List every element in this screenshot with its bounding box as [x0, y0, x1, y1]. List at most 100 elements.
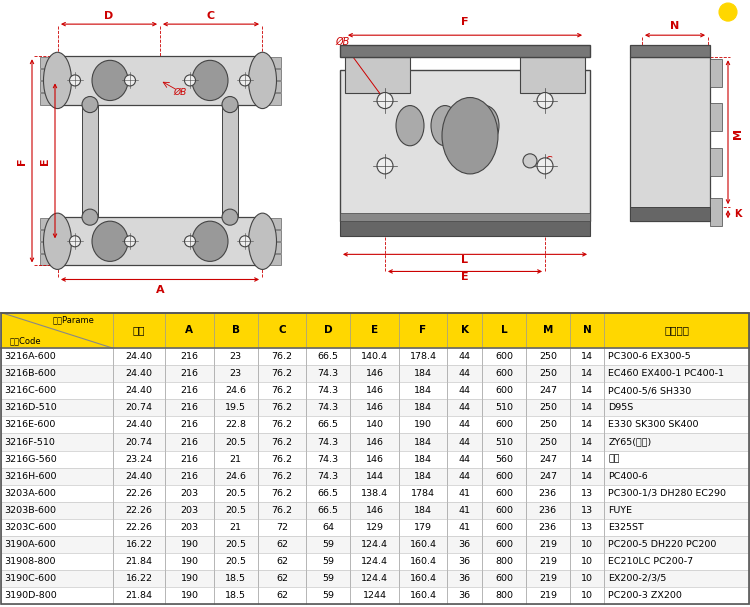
Bar	[1, 313, 749, 348]
Text: 3216B-600: 3216B-600	[4, 369, 55, 378]
Text: 76.2: 76.2	[272, 489, 292, 498]
Text: 24.40: 24.40	[126, 352, 153, 361]
Text: 3190A-600: 3190A-600	[4, 540, 55, 549]
Text: EC460 EX400-1 PC400-1: EC460 EX400-1 PC400-1	[608, 369, 724, 378]
Text: E330 SK300 SK400: E330 SK300 SK400	[608, 421, 699, 430]
Text: 74.3: 74.3	[317, 369, 339, 378]
Circle shape	[719, 3, 737, 21]
Text: 16.22: 16.22	[126, 574, 153, 583]
Circle shape	[239, 75, 250, 86]
Text: 124.4: 124.4	[361, 557, 388, 566]
Text: 600: 600	[495, 421, 513, 430]
Circle shape	[184, 75, 196, 86]
Text: 216: 216	[181, 352, 199, 361]
Text: FUYE: FUYE	[608, 506, 632, 515]
Text: 250: 250	[538, 404, 556, 412]
Text: 76.2: 76.2	[272, 369, 292, 378]
Text: 20.5: 20.5	[225, 438, 246, 447]
Text: 184: 184	[414, 404, 432, 412]
Text: 219: 219	[538, 540, 556, 549]
Bar	[82, 104, 98, 217]
Bar	[710, 59, 722, 87]
Bar	[1, 502, 749, 519]
Bar	[1, 519, 749, 536]
Text: 510: 510	[495, 404, 513, 412]
Bar	[1, 348, 749, 365]
Text: 600: 600	[495, 489, 513, 498]
Text: EX200-2/3/5: EX200-2/3/5	[608, 574, 667, 583]
Text: 62: 62	[276, 557, 288, 566]
Text: PC300-6 EX300-5: PC300-6 EX300-5	[608, 352, 692, 361]
Text: 146: 146	[365, 438, 383, 447]
Text: 138.4: 138.4	[361, 489, 388, 498]
Circle shape	[82, 209, 98, 225]
Text: 21: 21	[230, 455, 242, 464]
Text: 66.5: 66.5	[318, 506, 339, 515]
Text: 3203C-600: 3203C-600	[4, 523, 56, 532]
Text: 250: 250	[538, 421, 556, 430]
Text: 44: 44	[458, 438, 470, 447]
Text: 76.2: 76.2	[272, 421, 292, 430]
Bar	[340, 70, 590, 221]
Text: 21.84: 21.84	[126, 557, 153, 566]
Text: 219: 219	[538, 557, 556, 566]
Text: 14: 14	[581, 404, 593, 412]
Text: 184: 184	[414, 506, 432, 515]
Text: 74.3: 74.3	[317, 387, 339, 395]
Text: 146: 146	[365, 506, 383, 515]
Bar	[222, 104, 238, 217]
Text: 247: 247	[538, 472, 556, 481]
Text: 62: 62	[276, 540, 288, 549]
Text: 3216E-600: 3216E-600	[4, 421, 55, 430]
Bar	[630, 46, 710, 57]
Text: 72: 72	[276, 523, 288, 532]
Text: PC200-5 DH220 PC200: PC200-5 DH220 PC200	[608, 540, 717, 549]
Text: 3216D-510: 3216D-510	[4, 404, 57, 412]
Bar	[1, 416, 749, 433]
Text: 250: 250	[538, 352, 556, 361]
Text: 219: 219	[538, 574, 556, 583]
Text: 146: 146	[365, 387, 383, 395]
Text: 74.3: 74.3	[317, 472, 339, 481]
Text: 62: 62	[276, 574, 288, 583]
Bar	[40, 230, 58, 242]
Bar	[1, 467, 749, 484]
Bar	[710, 148, 722, 176]
Text: 236: 236	[538, 523, 557, 532]
Text: 59: 59	[322, 591, 334, 600]
Text: 20.74: 20.74	[126, 404, 153, 412]
Text: 140.4: 140.4	[361, 352, 388, 361]
Text: 600: 600	[495, 540, 513, 549]
Bar	[40, 218, 58, 229]
Bar	[262, 230, 280, 242]
Text: 236: 236	[538, 489, 557, 498]
Bar	[40, 254, 58, 265]
Text: K: K	[460, 325, 469, 336]
Text: 14: 14	[581, 352, 593, 361]
Text: 14: 14	[581, 472, 593, 481]
Bar	[630, 207, 710, 221]
Text: 41: 41	[458, 489, 470, 498]
Text: E325ST: E325ST	[608, 523, 644, 532]
Text: 160.4: 160.4	[410, 574, 436, 583]
Text: 24.40: 24.40	[126, 472, 153, 481]
Ellipse shape	[44, 52, 71, 109]
Text: 3216G-560: 3216G-560	[4, 455, 57, 464]
Circle shape	[222, 97, 238, 113]
Text: 20.5: 20.5	[225, 540, 246, 549]
Text: 18.5: 18.5	[225, 574, 246, 583]
Bar	[710, 103, 722, 131]
Bar	[1, 570, 749, 587]
Ellipse shape	[192, 60, 228, 101]
Text: 36: 36	[458, 557, 471, 566]
Text: 22.26: 22.26	[126, 506, 153, 515]
Text: 14: 14	[581, 438, 593, 447]
Text: 24.40: 24.40	[126, 387, 153, 395]
Ellipse shape	[248, 213, 277, 270]
Text: 76.2: 76.2	[272, 352, 292, 361]
Text: 600: 600	[495, 574, 513, 583]
Text: 16.22: 16.22	[126, 540, 153, 549]
Circle shape	[222, 209, 238, 225]
Text: 41: 41	[458, 506, 470, 515]
Bar	[262, 93, 280, 104]
